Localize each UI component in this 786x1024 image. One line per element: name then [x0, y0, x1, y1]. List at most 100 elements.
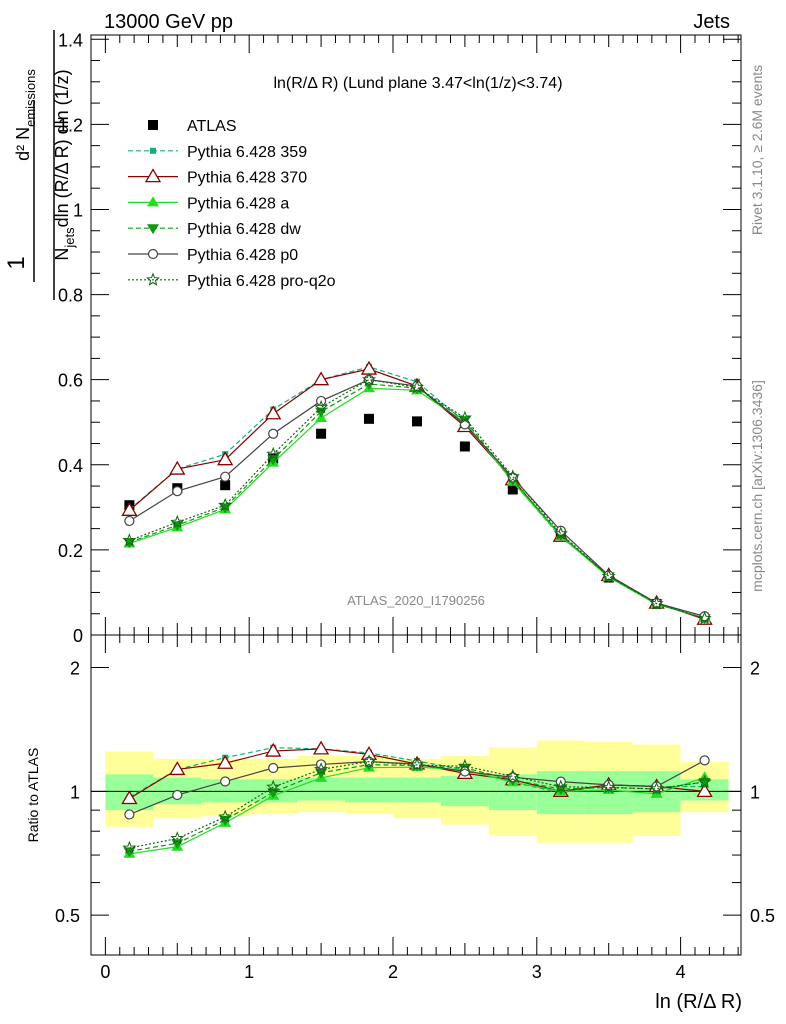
rivet-label: Rivet 3.1.10, ≥ 2.6M events: [749, 65, 765, 235]
y-axis-label: 1 d² Nemissions Njetsdln (R/Δ R) dln (1/…: [3, 30, 77, 300]
ratio-y-tick-label-right: 2: [750, 659, 760, 679]
ratio-y-axis-label: Ratio to ATLAS: [25, 748, 41, 843]
data-point: [553, 526, 568, 540]
legend-label: Pythia 6.428 370: [187, 170, 307, 187]
y-axis-label-one: 1: [3, 256, 30, 269]
data-point: [505, 469, 520, 483]
ratio-point: [217, 754, 234, 769]
y-tick-label: 0: [73, 626, 83, 646]
data-point: [649, 596, 664, 610]
ratio-point: [314, 762, 329, 776]
ratio-point: [266, 779, 281, 794]
data-point: [122, 533, 137, 547]
ratio-point: [220, 776, 231, 787]
y-tick-label: 0.8: [58, 286, 83, 306]
data-point: [218, 497, 233, 512]
series-pythia-6-428-p0: [124, 374, 710, 622]
ratio-y-tick-label: 2: [70, 659, 80, 679]
legend-marker: [150, 147, 156, 154]
legend-marker: [147, 224, 159, 235]
legend-label: Pythia 6.428 p0: [187, 247, 298, 264]
ratio-point: [172, 789, 183, 801]
legend-label: Pythia 6.428 359: [187, 144, 307, 161]
ratio-frame: [90, 634, 742, 956]
data-point: [312, 371, 330, 386]
ratio-point: [649, 781, 664, 795]
chart-marks: [121, 360, 713, 858]
ratio-y-tick-label-right: 1: [750, 782, 760, 802]
data-point: [315, 407, 328, 418]
x-tick-label: 1: [244, 962, 254, 982]
ratio-point: [170, 831, 185, 845]
ratio-point: [696, 783, 713, 798]
x-tick-label: 0: [100, 962, 110, 982]
ratio-point: [312, 740, 330, 755]
series-pythia-6-428-pro-q2o: [122, 372, 712, 625]
header-right: Jets: [693, 11, 730, 33]
ratio-point: [507, 772, 518, 783]
ratio-y-tick-label: 0.5: [55, 906, 80, 926]
data-point: [507, 484, 518, 495]
ratio-point: [218, 809, 233, 823]
data-point: [412, 416, 423, 427]
data-point: [697, 611, 712, 625]
ratio-point: [410, 757, 424, 771]
x-axis-label: ln (R/Δ R): [655, 991, 742, 1013]
data-point: [220, 471, 231, 482]
ratio-point: [698, 777, 711, 788]
ratio-point: [601, 780, 616, 794]
y-tick-label: 0.4: [58, 456, 83, 476]
ratio-point: [169, 761, 186, 776]
data-point: [316, 428, 327, 439]
data-point: [172, 486, 183, 497]
ratio-point: [505, 768, 520, 783]
ratio-band-green: [393, 777, 441, 803]
ratio-point: [457, 758, 472, 773]
ratio-line: [129, 761, 705, 849]
data-point: [169, 460, 186, 475]
series-line: [129, 379, 705, 617]
ratio-point: [362, 754, 377, 768]
ratio-point: [268, 762, 279, 774]
data-point: [268, 428, 279, 439]
data-point: [266, 446, 281, 461]
x-tick-label: 3: [532, 962, 542, 982]
data-point: [363, 413, 374, 424]
ratio-band-green: [345, 777, 393, 803]
x-tick-label: 4: [676, 962, 686, 982]
data-point: [220, 480, 231, 491]
data-point: [124, 515, 135, 527]
y-tick-label: 0.6: [58, 371, 83, 391]
ratio-point: [122, 840, 137, 854]
watermark: ATLAS_2020_I1790256: [347, 593, 485, 608]
legend-marker: [147, 196, 159, 207]
data-point: [170, 514, 185, 529]
legend-label: Pythia 6.428 a: [187, 195, 289, 212]
legend-marker: [147, 248, 159, 260]
ratio-y-tick-label-right: 0.5: [750, 906, 775, 926]
data-point: [410, 379, 424, 394]
legend-label: ATLAS: [187, 118, 237, 135]
data-point: [601, 568, 616, 583]
legend-marker: [148, 120, 158, 130]
ratio-point: [553, 779, 568, 793]
plot-title: ln(R/Δ R) (Lund plane 3.47<ln(1/z)<3.74): [273, 75, 562, 92]
ratio-point: [699, 755, 710, 766]
ratio-series-pythia-6-428-pro-q2o: [122, 754, 712, 854]
data-point: [121, 502, 138, 516]
axes: 0 1 2 3 4 0 0.2 0.4 0.6 0.8 1 1.2 1.4 0.5 0.5 1 1 2 2: [55, 30, 775, 982]
header-left: 13000 GeV pp: [104, 11, 233, 33]
x-tick-label: 2: [388, 962, 398, 982]
legend-marker: [144, 168, 162, 183]
data-point: [555, 525, 566, 536]
data-point: [265, 405, 282, 420]
y-tick-label: 1.2: [58, 115, 83, 135]
y-tick-label: 1: [73, 200, 83, 220]
y-tick-label: 1.4: [58, 30, 83, 50]
ratio-band-green: [297, 777, 346, 801]
ratio-point: [121, 790, 138, 805]
mcplots-label: mcplots.cern.ch [arXiv:1306.3436]: [749, 380, 765, 592]
data-point: [457, 410, 472, 424]
ratio-point: [265, 742, 282, 757]
